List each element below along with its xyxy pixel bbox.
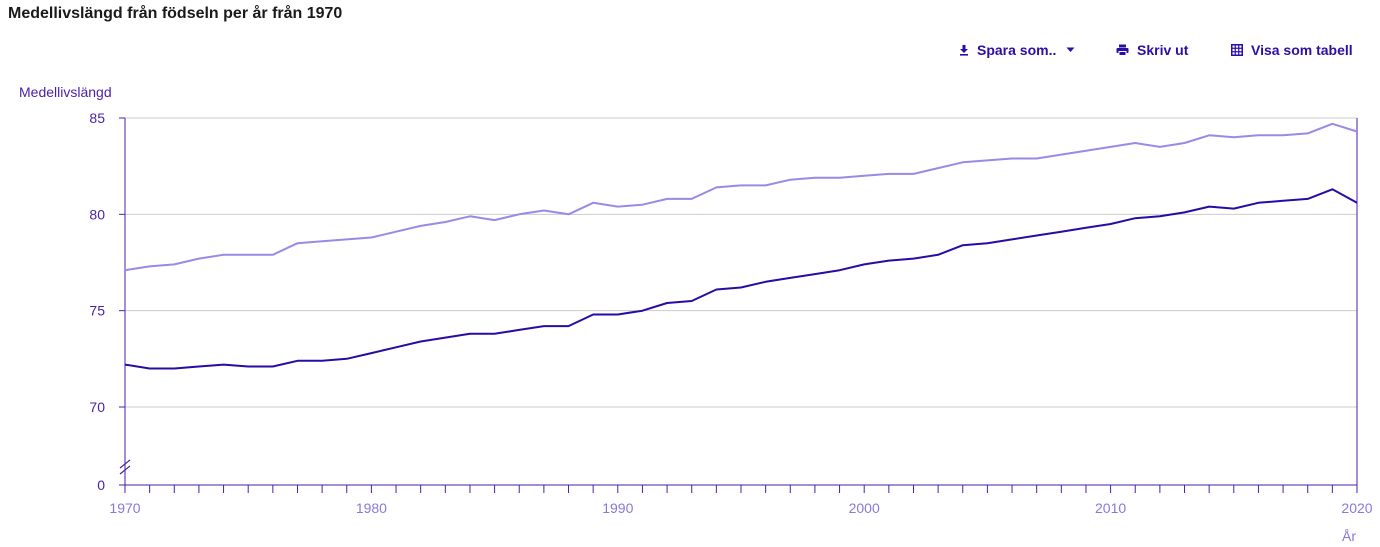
x-axis-label: År xyxy=(1342,528,1356,544)
x-tick-label-1990: 1990 xyxy=(602,500,633,516)
axis-break-mark-1 xyxy=(119,459,131,469)
page-title: Medellivslängd från födseln per år från … xyxy=(8,5,343,22)
save-as-button[interactable]: Spara som.. xyxy=(959,42,1075,58)
y-tick-label-0: 0 xyxy=(97,477,105,493)
table-grid-icon xyxy=(1231,44,1243,56)
x-tick-label-1970: 1970 xyxy=(109,500,140,516)
show-as-table-button[interactable]: Visa som tabell xyxy=(1231,42,1353,58)
y-tick-label-80: 80 xyxy=(89,206,105,222)
series-line-2 xyxy=(124,188,1358,370)
show-as-table-label: Visa som tabell xyxy=(1251,42,1353,58)
y-axis-label: Medellivslängd xyxy=(19,84,112,100)
print-label: Skriv ut xyxy=(1137,42,1189,58)
save-as-label: Spara som.. xyxy=(977,42,1057,58)
series-lines xyxy=(124,122,1358,370)
axes xyxy=(119,117,1358,493)
x-tick-label-2020: 2020 xyxy=(1341,500,1372,516)
x-tick-label-2010: 2010 xyxy=(1095,500,1126,516)
y-tick-label-75: 75 xyxy=(89,303,105,319)
caret-down-icon xyxy=(1066,47,1075,53)
chart-toolbar: Spara som.. Skriv ut Visa som tabell xyxy=(0,42,1380,62)
series-line-1 xyxy=(124,122,1358,272)
printer-icon xyxy=(1116,44,1129,56)
tick-labels: 0 70 75 80 85 Medellivslängd 1970 1980 1990 2000 2… xyxy=(19,84,1373,544)
grid-lines xyxy=(125,117,1357,408)
x-tick-label-1980: 1980 xyxy=(356,500,387,516)
x-tick-label-2000: 2000 xyxy=(849,500,880,516)
y-tick-label-85: 85 xyxy=(89,110,105,126)
download-icon xyxy=(959,44,969,56)
axis-break-mark-2 xyxy=(119,465,131,475)
y-tick-label-70: 70 xyxy=(89,399,105,415)
print-button[interactable]: Skriv ut xyxy=(1116,42,1188,58)
